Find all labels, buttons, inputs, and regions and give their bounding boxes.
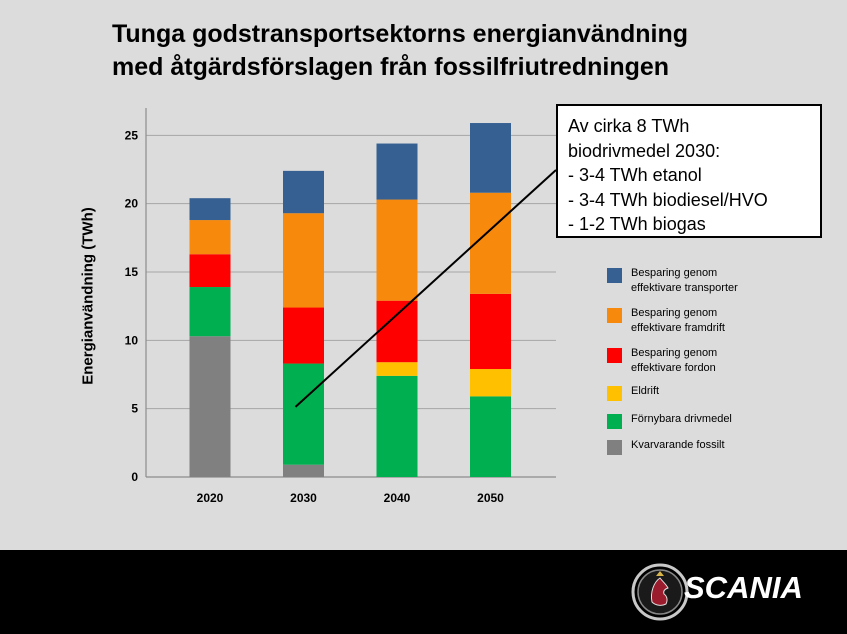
bar-segment xyxy=(283,213,324,308)
legend-label-line: Besparing genom xyxy=(631,347,718,359)
legend-item: Kvarvarande fossilt xyxy=(607,438,801,455)
bar-segment xyxy=(283,464,324,477)
footer-bar: SCANIA xyxy=(0,550,847,634)
legend-label: Besparing genom effektivare transporter xyxy=(631,266,801,296)
legend-label-line: Förnybara drivmedel xyxy=(631,413,732,425)
legend-item: Förnybara drivmedel xyxy=(607,412,801,429)
x-tick-label: 2050 xyxy=(477,491,504,505)
legend-label: Besparing genom effektivare framdrift xyxy=(631,306,801,336)
x-tick-label: 2020 xyxy=(197,491,224,505)
scania-logo-text: SCANIA xyxy=(684,570,803,605)
x-tick-label: 2040 xyxy=(384,491,411,505)
legend-label-line: effektivare fordon xyxy=(631,362,716,374)
y-tick-label: 5 xyxy=(131,402,138,416)
legend-label: Kvarvarande fossilt xyxy=(631,438,801,453)
bar-segment xyxy=(189,254,231,288)
legend-item: Besparing genom effektivare fordon xyxy=(607,346,801,376)
y-tick-label: 0 xyxy=(131,470,138,484)
legend-item: Eldrift xyxy=(607,384,801,401)
bar-segment xyxy=(376,300,418,363)
callout-line: - 1-2 TWh biogas xyxy=(568,214,706,234)
legend-swatch xyxy=(607,308,622,323)
y-tick-label: 15 xyxy=(125,265,139,279)
bar-segment xyxy=(189,198,231,221)
legend-label-line: Besparing genom xyxy=(631,267,718,279)
legend-label-line: effektivare framdrift xyxy=(631,322,725,334)
bar-segment xyxy=(376,199,418,301)
y-tick-label: 25 xyxy=(125,128,139,142)
legend-label: Eldrift xyxy=(631,384,801,399)
bar-segment xyxy=(470,369,511,397)
callout-line: biodrivmedel 2030: xyxy=(568,140,721,161)
legend-item: Besparing genom effektivare transporter xyxy=(607,266,801,296)
bar-segment xyxy=(470,123,511,193)
slide: Tunga godstransportsektorns energianvänd… xyxy=(79,18,822,505)
legend-item: Besparing genom effektivare framdrift xyxy=(607,306,801,336)
bar-segment xyxy=(470,396,511,477)
callout-line: - 3-4 TWh biodiesel/HVO xyxy=(568,189,768,210)
slide-title: Tunga godstransportsektorns energianvänd… xyxy=(112,18,812,84)
callout-line: Av cirka 8 TWh xyxy=(568,116,690,136)
bar-segment xyxy=(189,336,231,477)
bar-segment xyxy=(376,375,418,477)
legend-swatch xyxy=(607,268,622,283)
legend-swatch xyxy=(607,414,622,429)
y-axis-label: Energianvändning (TWh) xyxy=(79,207,97,385)
annotation-pointer-line xyxy=(294,169,557,408)
bar-segment xyxy=(376,143,418,200)
bar-segment xyxy=(283,170,324,214)
bar-segment xyxy=(283,307,324,364)
legend-label-line: Besparing genom xyxy=(631,307,718,319)
bar-segment xyxy=(189,220,231,255)
title-line-2: med åtgärdsförslagen från fossilfriutred… xyxy=(112,53,670,81)
legend-swatch xyxy=(607,386,622,401)
legend-label-line: effektivare transporter xyxy=(631,282,738,294)
y-tick-label: 10 xyxy=(125,333,139,347)
title-line-1: Tunga godstransportsektorns energianvänd… xyxy=(112,20,688,48)
x-tick-label: 2030 xyxy=(290,491,317,505)
legend-swatch xyxy=(607,348,622,363)
legend-label-line: Kvarvarande fossilt xyxy=(631,439,725,451)
legend-label: Besparing genom effektivare fordon xyxy=(631,346,801,376)
bar-segment xyxy=(470,293,511,370)
scania-griffin-logo-icon xyxy=(631,563,689,621)
y-tick-label: 20 xyxy=(125,197,139,211)
callout-box: Av cirka 8 TWh biodrivmedel 2030: - 3-4 … xyxy=(556,104,822,238)
legend-label: Förnybara drivmedel xyxy=(631,412,801,427)
callout-line: - 3-4 TWh etanol xyxy=(568,165,702,185)
stacked-bar-chart: 0 5 10 15 20 25 2020 2030 2040 2050 xyxy=(125,108,557,505)
bar-segment xyxy=(376,362,418,376)
legend-label-line: Eldrift xyxy=(631,385,660,397)
legend-swatch xyxy=(607,440,622,455)
bar-segment xyxy=(283,363,324,465)
bar-segment xyxy=(189,287,231,337)
